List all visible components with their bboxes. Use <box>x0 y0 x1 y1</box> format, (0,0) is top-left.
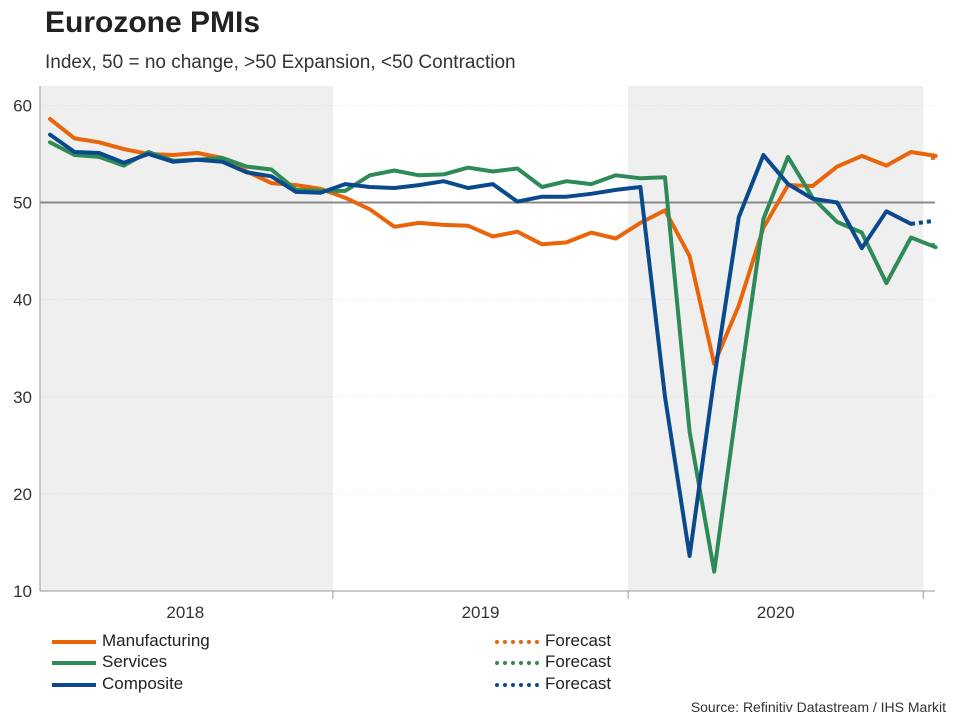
y-tick-label-60: 60 <box>13 96 32 115</box>
legend-label-forecast-manufacturing: Forecast <box>545 631 612 650</box>
legend-swatch-manufacturing <box>52 640 96 644</box>
y-tick-label-40: 40 <box>13 291 32 310</box>
y-tick-label-50: 50 <box>13 194 32 213</box>
legend-swatch-composite <box>52 683 96 687</box>
legend-swatch-forecast-services <box>495 661 539 665</box>
series-line-composite <box>48 132 913 558</box>
legend-swatch-services <box>52 661 96 665</box>
chart-title: Eurozone PMIs <box>45 6 261 39</box>
source-note: Source: Refinitiv Datastream / IHS Marki… <box>690 699 946 715</box>
legend-label-forecast-services: Forecast <box>545 652 612 671</box>
x-tick-label-2020: 2020 <box>757 603 795 622</box>
forecast-line-composite <box>910 219 934 226</box>
legend-label-composite: Composite <box>102 674 184 693</box>
legend-label-manufacturing: Manufacturing <box>102 631 210 650</box>
x-tick-label-2019: 2019 <box>462 603 500 622</box>
legend-swatch-forecast-manufacturing <box>495 640 539 644</box>
x-tick-label-2018: 2018 <box>166 603 204 622</box>
legend-swatch-forecast-composite <box>495 683 539 687</box>
legend-label-forecast-composite: Forecast <box>545 674 612 693</box>
y-tick-label-30: 30 <box>13 388 32 407</box>
y-tick-label-10: 10 <box>13 582 32 601</box>
legend-label-services: Services <box>102 652 168 671</box>
y-tick-label-20: 20 <box>13 485 32 504</box>
chart-subtitle: Index, 50 = no change, >50 Expansion, <5… <box>45 52 516 73</box>
year-band-2018 <box>40 86 333 591</box>
